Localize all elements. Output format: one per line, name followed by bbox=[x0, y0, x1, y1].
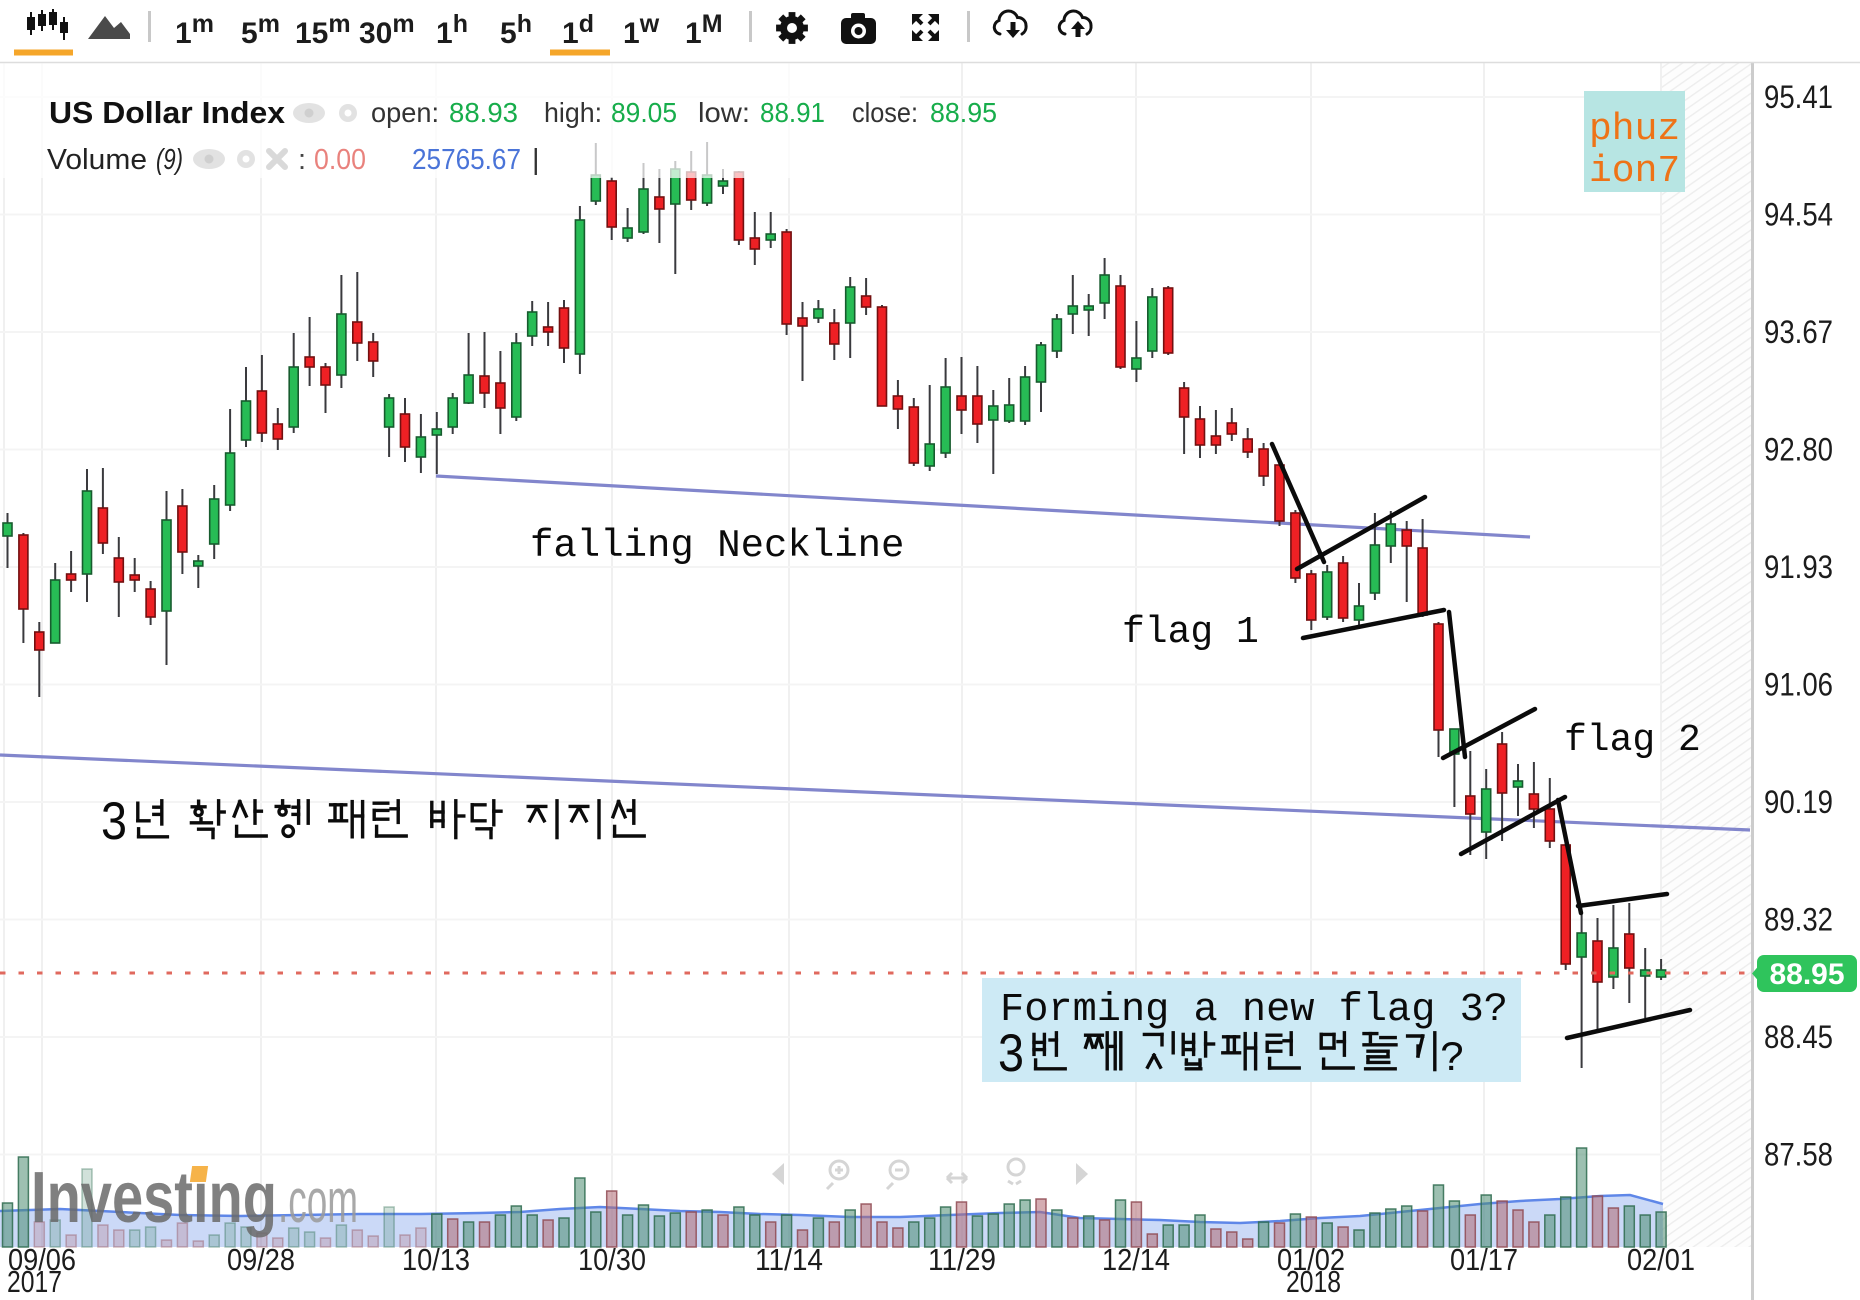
svg-text:11/29: 11/29 bbox=[928, 1242, 996, 1277]
svg-text:2018: 2018 bbox=[1286, 1264, 1341, 1299]
svg-text:88.93: 88.93 bbox=[449, 97, 518, 128]
svg-text:89.05: 89.05 bbox=[611, 97, 677, 128]
svg-text:11/14: 11/14 bbox=[755, 1242, 823, 1277]
svg-text:88.95: 88.95 bbox=[930, 97, 997, 128]
svg-text:flag 1: flag 1 bbox=[1122, 611, 1259, 654]
svg-text:10/13: 10/13 bbox=[402, 1242, 470, 1277]
svg-text:94.54: 94.54 bbox=[1764, 197, 1833, 233]
svg-text:02/01: 02/01 bbox=[1627, 1242, 1695, 1277]
svg-text:91.06: 91.06 bbox=[1764, 667, 1833, 703]
svg-text:US Dollar Index: US Dollar Index bbox=[49, 95, 286, 130]
svg-text:falling Neckline: falling Neckline bbox=[530, 524, 904, 568]
svg-text:88.91: 88.91 bbox=[760, 97, 825, 128]
svg-text:(9): (9) bbox=[156, 144, 183, 176]
svg-text:phuz: phuz bbox=[1589, 108, 1680, 151]
svg-text:87.58: 87.58 bbox=[1764, 1137, 1833, 1173]
svg-text:88.45: 88.45 bbox=[1764, 1019, 1833, 1055]
svg-text:09/06: 09/06 bbox=[8, 1242, 76, 1277]
svg-text:91.93: 91.93 bbox=[1764, 549, 1833, 585]
svg-text:88.95: 88.95 bbox=[1769, 958, 1844, 991]
svg-text:Volume: Volume bbox=[47, 144, 147, 176]
svg-text:01/02: 01/02 bbox=[1277, 1242, 1345, 1277]
svg-text:95.41: 95.41 bbox=[1764, 79, 1833, 115]
svg-text:low:: low: bbox=[698, 97, 750, 128]
svg-text:09/28: 09/28 bbox=[227, 1242, 295, 1277]
svg-text:93.67: 93.67 bbox=[1764, 314, 1833, 350]
svg-text:3: 3 bbox=[101, 792, 127, 851]
svg-text::: : bbox=[298, 144, 306, 176]
svg-text:.com: .com bbox=[278, 1167, 358, 1236]
svg-text:25765.67: 25765.67 bbox=[412, 144, 521, 176]
svg-text:12/14: 12/14 bbox=[1102, 1242, 1170, 1277]
svg-text:2017: 2017 bbox=[7, 1264, 62, 1299]
svg-text:10/30: 10/30 bbox=[578, 1242, 646, 1277]
svg-text:01/17: 01/17 bbox=[1450, 1242, 1518, 1277]
svg-text:Forming a new flag 3?: Forming a new flag 3? bbox=[1000, 988, 1508, 1033]
svg-text:close:: close: bbox=[852, 97, 918, 128]
svg-text:5h: 5h bbox=[500, 10, 532, 50]
svg-text:92.80: 92.80 bbox=[1764, 432, 1833, 468]
svg-text:?: ? bbox=[1440, 1035, 1465, 1083]
svg-text:89.32: 89.32 bbox=[1764, 902, 1833, 938]
svg-text:|: | bbox=[532, 144, 540, 176]
svg-text:open:: open: bbox=[371, 97, 439, 128]
svg-text:Investing: Investing bbox=[31, 1158, 277, 1238]
svg-text:90.19: 90.19 bbox=[1764, 784, 1833, 820]
svg-text:ion7: ion7 bbox=[1589, 150, 1680, 193]
svg-text:flag 2: flag 2 bbox=[1564, 719, 1701, 762]
svg-text:3: 3 bbox=[998, 1024, 1024, 1083]
svg-text:high:: high: bbox=[544, 97, 602, 128]
svg-text:0.00: 0.00 bbox=[314, 144, 366, 176]
